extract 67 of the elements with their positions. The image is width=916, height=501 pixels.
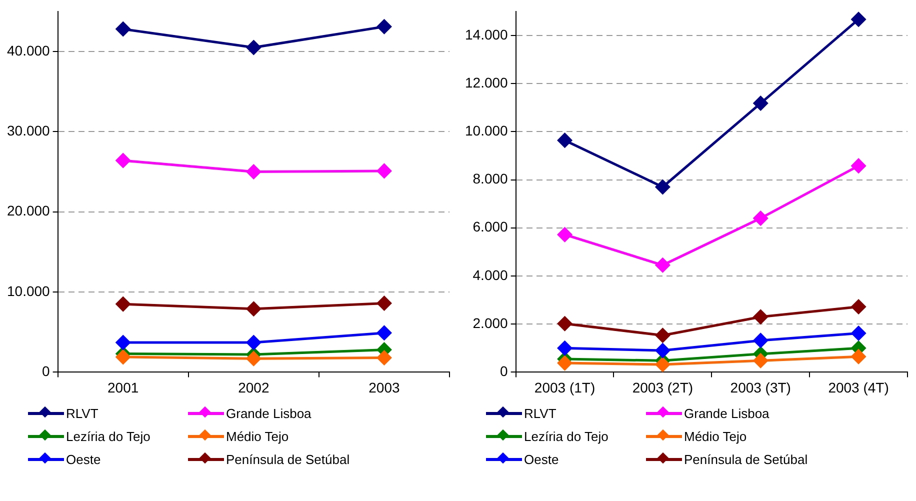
legend-label: Península de Setúbal bbox=[684, 452, 808, 466]
legend-label: Médio Tejo bbox=[226, 428, 289, 444]
point bbox=[558, 340, 572, 356]
point bbox=[246, 40, 261, 55]
x-tick-label: 2003 (3T) bbox=[730, 379, 791, 396]
y-tick-label: 0 bbox=[500, 363, 508, 380]
x-tick-label: 2003 (2T) bbox=[632, 379, 694, 396]
point bbox=[558, 316, 572, 331]
point bbox=[376, 19, 392, 34]
point bbox=[753, 353, 768, 368]
point bbox=[753, 211, 768, 226]
point bbox=[851, 326, 866, 340]
legend-label: Lezíria do Tejo bbox=[524, 428, 608, 444]
y-tick-label: 4.000 bbox=[472, 266, 508, 283]
legend-label: RLVT bbox=[66, 406, 98, 420]
point bbox=[851, 300, 866, 314]
point bbox=[655, 343, 670, 358]
point bbox=[376, 296, 392, 310]
y-tick-label: 6.000 bbox=[472, 218, 508, 235]
point bbox=[116, 153, 130, 168]
legend-label: Grande Lisboa bbox=[684, 406, 770, 420]
point bbox=[558, 356, 572, 370]
y-tick-label: 10.000 bbox=[6, 282, 50, 299]
legend-label: Grande Lisboa bbox=[226, 406, 312, 420]
point bbox=[376, 164, 392, 178]
legend-label: Oeste bbox=[66, 452, 101, 466]
point bbox=[116, 296, 130, 312]
legend-label: RLVT bbox=[524, 406, 556, 420]
point bbox=[558, 227, 572, 242]
point bbox=[116, 22, 130, 36]
point bbox=[246, 335, 261, 350]
y-tick-label: 30.000 bbox=[6, 122, 50, 139]
point bbox=[116, 350, 130, 364]
y-tick-label: 8.000 bbox=[472, 170, 508, 187]
point bbox=[655, 357, 670, 372]
x-tick-label: 2003 (4T) bbox=[828, 379, 889, 396]
legend-label: Médio Tejo bbox=[684, 428, 747, 444]
point bbox=[376, 326, 392, 340]
legend-label: Península de Setúbal bbox=[226, 452, 350, 466]
y-tick-label: 40.000 bbox=[6, 42, 50, 58]
legend-label: Oeste bbox=[524, 452, 559, 466]
point bbox=[558, 133, 572, 148]
point bbox=[116, 335, 130, 350]
point bbox=[246, 302, 261, 316]
point bbox=[655, 258, 670, 272]
legend-label: Lezíria do Tejo bbox=[66, 428, 150, 444]
point bbox=[655, 328, 670, 343]
y-tick-label: 10.000 bbox=[464, 122, 508, 139]
point bbox=[753, 333, 768, 348]
point bbox=[851, 12, 866, 27]
point bbox=[246, 351, 261, 366]
y-tick-label: 2.000 bbox=[472, 314, 508, 331]
x-tick-label: 2002 bbox=[238, 379, 270, 396]
point bbox=[376, 350, 392, 366]
x-tick-label: 2001 bbox=[108, 379, 139, 396]
point bbox=[246, 164, 261, 180]
x-tick-label: 2003 (1T) bbox=[534, 379, 596, 396]
point bbox=[851, 158, 866, 174]
point bbox=[655, 180, 670, 194]
point bbox=[753, 96, 768, 111]
x-tick-label: 2003 bbox=[368, 379, 400, 396]
y-tick-label: 14.000 bbox=[464, 26, 508, 42]
y-tick-label: 12.000 bbox=[464, 74, 508, 90]
y-tick-label: 0 bbox=[42, 363, 50, 380]
point bbox=[753, 310, 768, 324]
point bbox=[851, 349, 866, 364]
y-tick-label: 20.000 bbox=[6, 202, 50, 219]
